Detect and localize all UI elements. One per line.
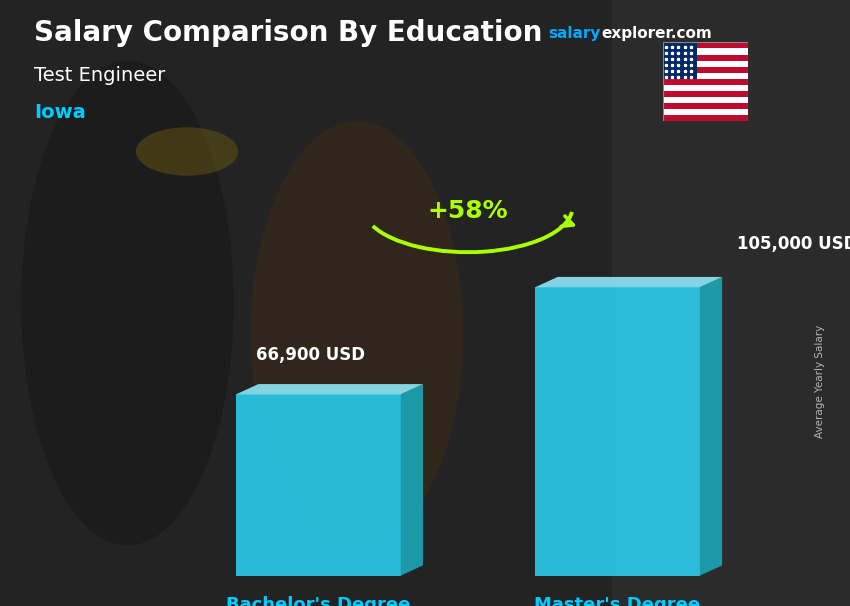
Bar bbox=[663, 79, 748, 85]
Bar bbox=[663, 55, 748, 61]
Bar bbox=[612, 0, 850, 606]
Polygon shape bbox=[236, 384, 423, 395]
Text: salary: salary bbox=[548, 26, 601, 41]
Ellipse shape bbox=[136, 127, 238, 176]
Bar bbox=[663, 109, 748, 115]
Bar bbox=[663, 73, 748, 79]
Bar bbox=[663, 115, 748, 121]
Bar bbox=[663, 42, 697, 79]
Text: Test Engineer: Test Engineer bbox=[34, 66, 166, 85]
Bar bbox=[663, 61, 748, 67]
Polygon shape bbox=[700, 277, 722, 576]
Bar bbox=[663, 42, 748, 48]
Text: Average Yearly Salary: Average Yearly Salary bbox=[815, 325, 825, 438]
Bar bbox=[663, 91, 748, 97]
Text: Bachelor's Degree: Bachelor's Degree bbox=[226, 596, 411, 606]
Ellipse shape bbox=[251, 121, 463, 545]
Ellipse shape bbox=[21, 61, 234, 545]
Text: explorer.com: explorer.com bbox=[601, 26, 711, 41]
Bar bbox=[663, 48, 748, 55]
Bar bbox=[663, 67, 748, 73]
Bar bbox=[663, 103, 748, 109]
Polygon shape bbox=[536, 287, 700, 576]
Text: Iowa: Iowa bbox=[34, 102, 86, 122]
Polygon shape bbox=[536, 277, 722, 287]
Bar bbox=[663, 97, 748, 103]
Text: Master's Degree: Master's Degree bbox=[535, 596, 700, 606]
Text: +58%: +58% bbox=[428, 199, 508, 223]
Text: 105,000 USD: 105,000 USD bbox=[737, 235, 850, 253]
Polygon shape bbox=[236, 395, 400, 576]
Polygon shape bbox=[400, 384, 423, 576]
Text: Salary Comparison By Education: Salary Comparison By Education bbox=[34, 19, 542, 47]
Bar bbox=[663, 85, 748, 91]
Text: 66,900 USD: 66,900 USD bbox=[256, 346, 366, 364]
